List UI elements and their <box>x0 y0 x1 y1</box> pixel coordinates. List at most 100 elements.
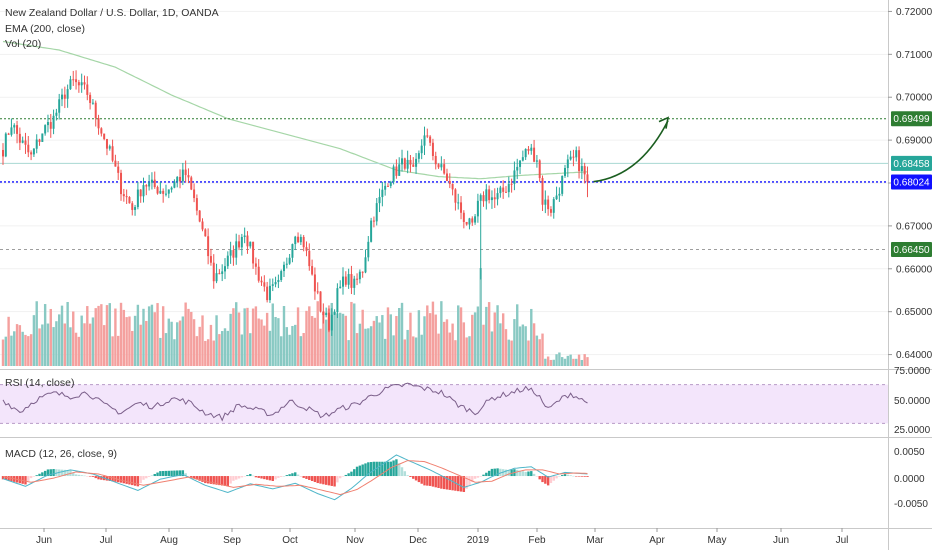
macd-histogram-bar <box>555 476 558 479</box>
candle-body <box>533 147 536 162</box>
candle-body <box>277 279 280 283</box>
volume-bar <box>232 308 235 366</box>
macd-histogram-bar <box>521 471 525 477</box>
macd-histogram-bar <box>527 471 530 477</box>
candle-body <box>552 199 555 213</box>
macd-histogram-bar <box>209 476 213 484</box>
volume-bar <box>485 306 488 366</box>
volume-bar <box>145 320 148 366</box>
volume-bar <box>544 358 547 366</box>
symbol-title[interactable]: New Zealand Dollar / U.S. Dollar, 1D, OA… <box>5 7 219 19</box>
ema-legend[interactable]: EMA (200, close) <box>5 23 85 35</box>
macd-histogram-bar <box>586 476 589 477</box>
candle-body <box>482 195 485 202</box>
macd-histogram-bar <box>308 476 311 480</box>
macd-histogram-bar <box>243 476 246 477</box>
macd-histogram-bar <box>583 476 586 477</box>
price-tick-label: 0.69000 <box>896 136 932 147</box>
macd-histogram-bar <box>220 476 224 486</box>
macd-histogram-bar <box>77 474 81 477</box>
macd-histogram-bar <box>46 469 50 477</box>
volume-bar <box>552 359 555 366</box>
macd-histogram-bar <box>344 474 348 477</box>
time-tick-label: Jun <box>36 535 52 546</box>
candle-body <box>142 185 145 197</box>
volume-bar <box>204 340 207 366</box>
projection-arrow-head[interactable] <box>658 116 670 129</box>
price-axis[interactable]: 0.720000.710000.700000.690000.680000.670… <box>888 7 932 361</box>
projection-arrow-layer[interactable] <box>593 116 670 183</box>
candle-body <box>63 94 66 99</box>
volume-bar <box>448 332 451 366</box>
time-tick-label: Feb <box>528 535 546 546</box>
macd-histogram-bar <box>544 476 547 484</box>
volume-bar <box>237 312 241 366</box>
volume-bar <box>437 333 440 366</box>
candle-body <box>72 79 75 81</box>
macd-histogram-bar <box>451 476 454 491</box>
volume-bar <box>184 302 187 366</box>
macd-histogram-bar <box>392 460 395 477</box>
macd-histogram-bar <box>212 476 215 485</box>
macd-histogram-bar <box>122 476 126 484</box>
volume-bar <box>324 319 328 366</box>
macd-histogram-bar <box>66 470 69 477</box>
volume-bar <box>156 303 159 366</box>
volume-bar <box>313 317 317 366</box>
macd-histogram-bar <box>431 476 435 487</box>
candle-body <box>38 139 41 142</box>
volume-bar <box>153 312 156 366</box>
candle-body <box>2 149 4 157</box>
time-axis[interactable]: Jun Jul Aug Sep Oct Nov Dec 2019 Feb Mar Apr May Jun… <box>36 528 848 546</box>
candle-body <box>527 149 530 151</box>
candle-body <box>254 263 257 267</box>
volume-bar <box>417 310 421 366</box>
volume-bar <box>518 326 522 366</box>
macd-histogram-bar <box>471 476 474 483</box>
volume-bar <box>69 327 72 366</box>
projection-arrow[interactable] <box>593 120 669 183</box>
candle-body <box>561 175 564 194</box>
candle-body <box>97 118 100 129</box>
volume-bar <box>563 358 567 366</box>
volume-bar <box>195 336 199 366</box>
volume-bar <box>468 336 471 366</box>
level-price-tag <box>891 155 932 171</box>
macd-histogram-bar <box>330 476 333 486</box>
volume-bar <box>279 336 283 366</box>
rsi-legend[interactable]: RSI (14, close) <box>5 377 74 389</box>
macd-line <box>2 454 588 501</box>
volume-bar <box>482 324 485 366</box>
volume-bar <box>457 305 460 366</box>
candle-body <box>431 142 434 156</box>
volume-bar <box>235 302 238 366</box>
candle-body <box>344 276 347 285</box>
macd-histogram-bar <box>479 476 482 477</box>
macd-histogram-bar <box>462 476 466 492</box>
candle-body <box>361 271 364 273</box>
macd-histogram-bar <box>524 471 527 477</box>
macd-legend[interactable]: MACD (12, 26, close, 9) <box>5 448 117 460</box>
candle-body <box>336 288 339 313</box>
volume-bar <box>454 340 457 366</box>
candle-body <box>212 262 215 282</box>
candle-body <box>580 166 583 172</box>
candle-body <box>30 152 33 155</box>
macd-histogram-bar <box>260 476 263 479</box>
volume-bar <box>206 339 210 366</box>
volume-bar <box>1 339 5 366</box>
volume-bar <box>91 317 95 366</box>
level-price-label: 0.69499 <box>893 114 930 125</box>
macd-histogram-bar <box>406 475 409 477</box>
candle-body <box>162 190 165 194</box>
volume-bar <box>442 321 446 366</box>
candle-body <box>52 115 55 129</box>
macd-histogram-bar <box>294 472 297 477</box>
volume-bar <box>358 323 362 366</box>
volume-bar <box>43 304 47 366</box>
candle-body <box>558 193 561 196</box>
volume-legend[interactable]: Vol (20) <box>5 38 41 50</box>
volume-bar <box>268 330 272 366</box>
